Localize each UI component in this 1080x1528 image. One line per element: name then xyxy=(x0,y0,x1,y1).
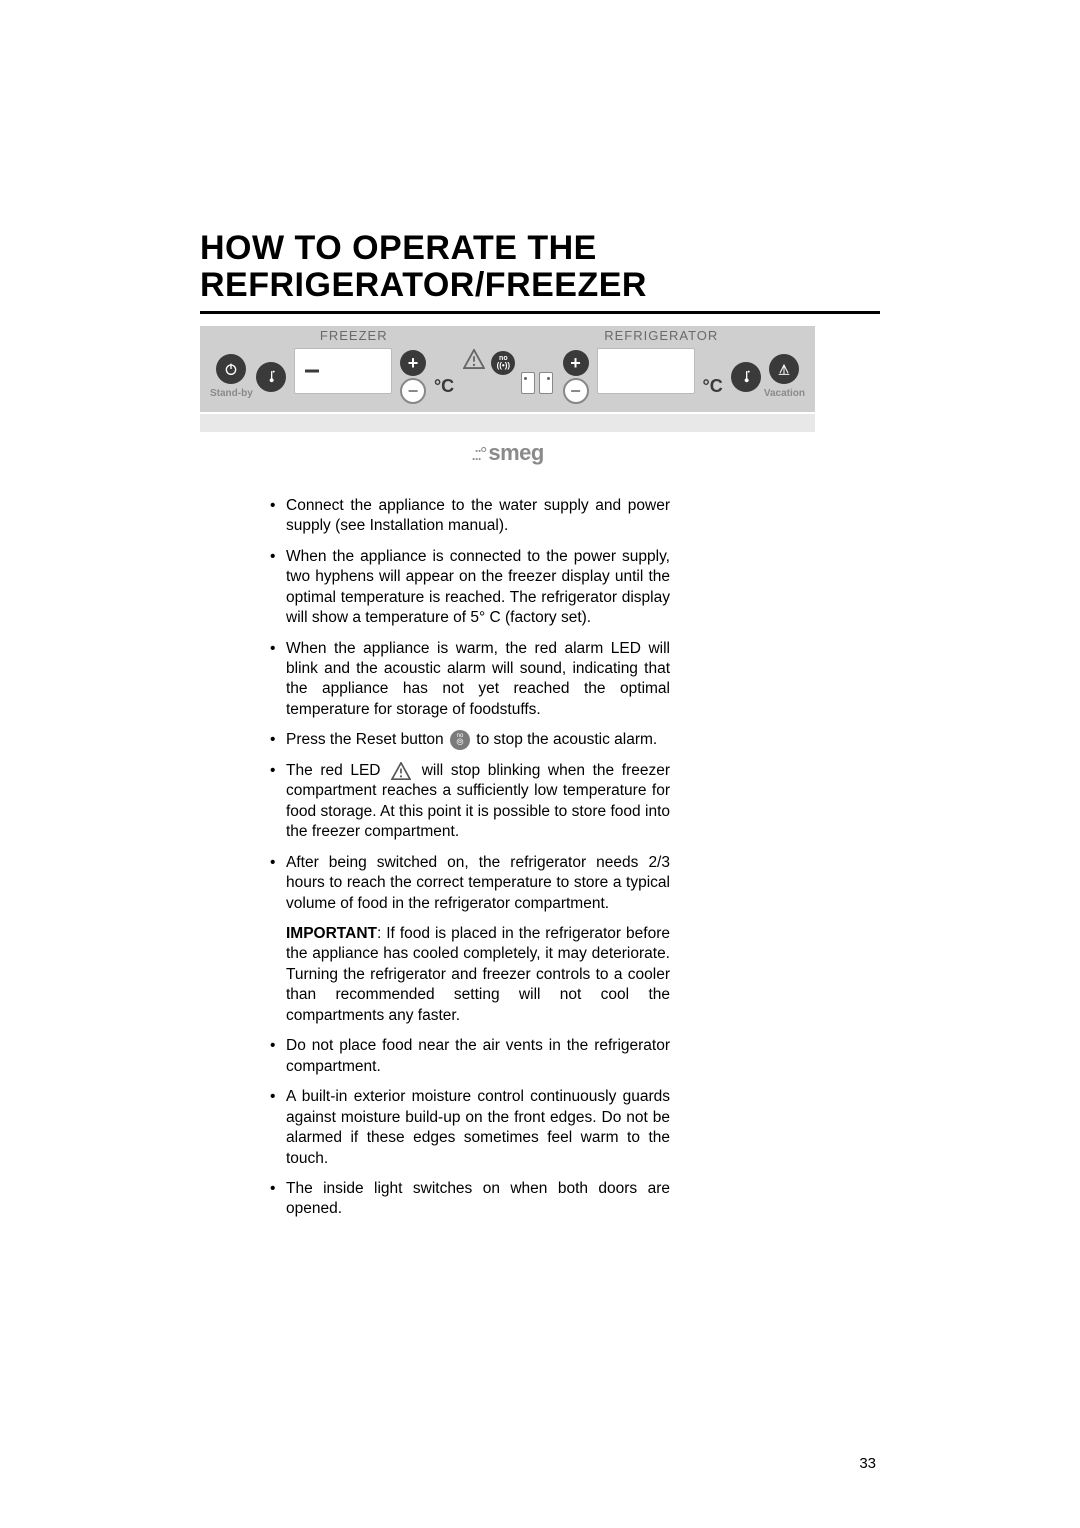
freezer-plus-button[interactable]: + xyxy=(400,350,426,376)
thermometer-icon xyxy=(263,369,279,385)
title-line-2: REFRIGERATOR/FREEZER xyxy=(200,266,647,304)
bullet-9: The inside light switches on when both d… xyxy=(270,1179,670,1220)
warning-icon xyxy=(463,349,485,369)
fridge-temp-button[interactable] xyxy=(731,362,761,392)
instructions-content: Connect the appliance to the water suppl… xyxy=(270,496,670,1220)
fridge-plus-button[interactable]: + xyxy=(563,350,589,376)
brand-logo: smeg xyxy=(488,440,543,465)
sound-icon: ((•)) xyxy=(497,362,510,370)
bullet-2: When the appliance is connected to the p… xyxy=(270,547,670,629)
bullet-4: Press the Reset button to stop the acous… xyxy=(270,730,670,751)
fridge-degc-label: °C xyxy=(703,376,723,397)
ice-dispenser-icon xyxy=(521,372,535,394)
brand-dots: .::° xyxy=(471,444,485,464)
reset-icon-inline xyxy=(450,730,470,750)
bullet-8: A built-in exterior moisture control con… xyxy=(270,1087,670,1169)
vacation-icon xyxy=(776,361,792,377)
thermometer-icon xyxy=(738,369,754,385)
panel-divider xyxy=(200,412,815,432)
bullet-1: Connect the appliance to the water suppl… xyxy=(270,496,670,537)
standby-button[interactable] xyxy=(216,354,246,384)
dispenser-icons xyxy=(521,372,553,394)
page-number: 33 xyxy=(859,1455,876,1472)
fridge-display xyxy=(597,348,695,394)
fridge-minus-button[interactable]: − xyxy=(563,378,589,404)
vacation-label: Vacation xyxy=(764,388,805,399)
important-note: IMPORTANT: If food is placed in the refr… xyxy=(270,924,670,1026)
bullet-6: After being switched on, the refrigerato… xyxy=(270,853,670,914)
title-line-1: HOW TO OPERATE THE xyxy=(200,229,597,267)
water-dispenser-icon xyxy=(539,372,553,394)
freezer-display xyxy=(294,348,392,394)
important-label: IMPORTANT xyxy=(286,925,377,942)
freezer-temp-button[interactable] xyxy=(256,362,286,392)
warning-icon-inline xyxy=(391,762,411,780)
page-title: HOW TO OPERATE THE REFRIGERATOR/FREEZER xyxy=(200,230,880,314)
bullet-3: When the appliance is warm, the red alar… xyxy=(270,639,670,721)
power-icon xyxy=(223,361,239,377)
control-panel: FREEZER REFRIGERATOR Stand-by + xyxy=(200,326,815,466)
vacation-button[interactable] xyxy=(769,354,799,384)
bullet-5: The red LED will stop blinking when the … xyxy=(270,761,670,843)
freezer-degc-label: °C xyxy=(434,376,454,397)
bullet-7: Do not place food near the air vents in … xyxy=(270,1036,670,1077)
freezer-minus-button[interactable]: − xyxy=(400,378,426,404)
standby-label: Stand-by xyxy=(210,388,253,399)
reset-alarm-button[interactable]: no ((•)) xyxy=(491,351,515,375)
